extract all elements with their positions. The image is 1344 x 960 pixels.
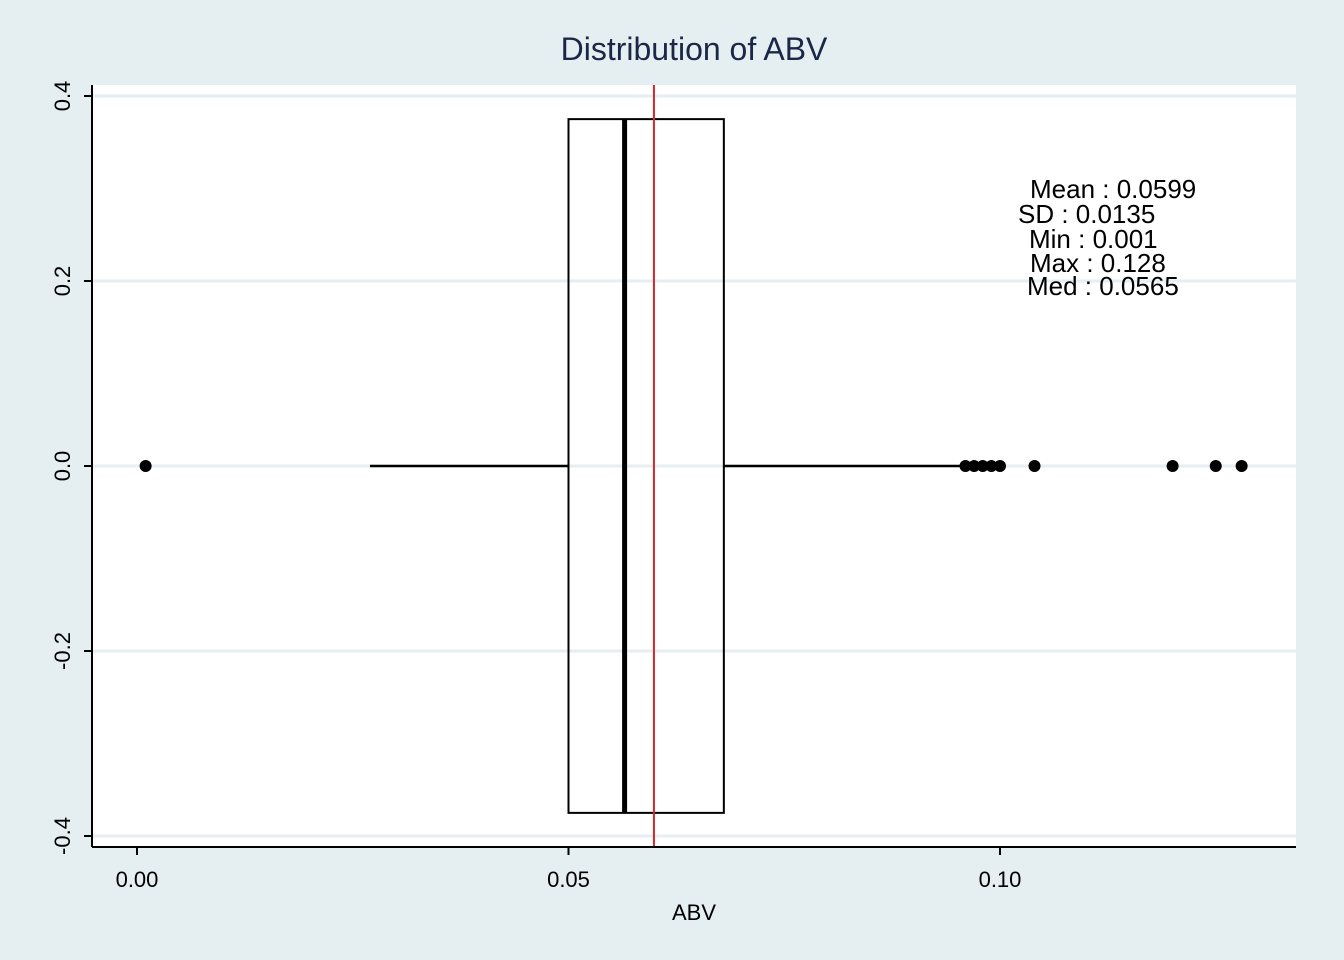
outlier-point bbox=[1028, 460, 1041, 472]
stat-min: Min : 0.001 bbox=[1029, 224, 1158, 254]
outlier-point bbox=[985, 460, 998, 472]
x-axis-title: ABV bbox=[672, 900, 716, 925]
chart-title: Distribution of ABV bbox=[561, 31, 828, 67]
iqr-box bbox=[567, 118, 725, 814]
outlier-point bbox=[139, 460, 152, 472]
stat-median: Med : 0.0565 bbox=[1027, 271, 1179, 301]
x-tick-label: 0.00 bbox=[116, 867, 159, 892]
stat-max: Max : 0.128 bbox=[1030, 248, 1166, 278]
stats-annotation: Mean : 0.0599 SD : 0.0135 Min : 0.001 Ma… bbox=[1018, 174, 1196, 301]
y-tick-label: -0.2 bbox=[50, 632, 75, 670]
box-plot bbox=[370, 85, 966, 847]
x-tick-label: 0.05 bbox=[547, 867, 590, 892]
grid-lines bbox=[92, 94, 1296, 838]
outlier-point bbox=[959, 460, 972, 472]
stat-mean: Mean : 0.0599 bbox=[1030, 174, 1196, 204]
y-tick-label: 0.0 bbox=[50, 451, 75, 482]
x-tick-label: 0.10 bbox=[979, 867, 1022, 892]
outlier-points bbox=[139, 460, 1248, 472]
y-tick-label: 0.4 bbox=[50, 81, 75, 112]
outlier-point bbox=[1209, 460, 1222, 472]
tick-labels: 0.00 0.05 0.10 0.4 0.2 0.0 -0.2 -0.4 bbox=[50, 81, 1021, 892]
y-tick-label: -0.4 bbox=[50, 817, 75, 855]
stat-sd: SD : 0.0135 bbox=[1018, 199, 1155, 229]
outlier-point bbox=[1235, 460, 1248, 472]
outlier-point bbox=[968, 460, 981, 472]
outlier-point bbox=[1166, 460, 1179, 472]
outlier-point bbox=[976, 460, 989, 472]
outlier-point bbox=[994, 460, 1006, 472]
y-tick-label: 0.2 bbox=[50, 266, 75, 297]
